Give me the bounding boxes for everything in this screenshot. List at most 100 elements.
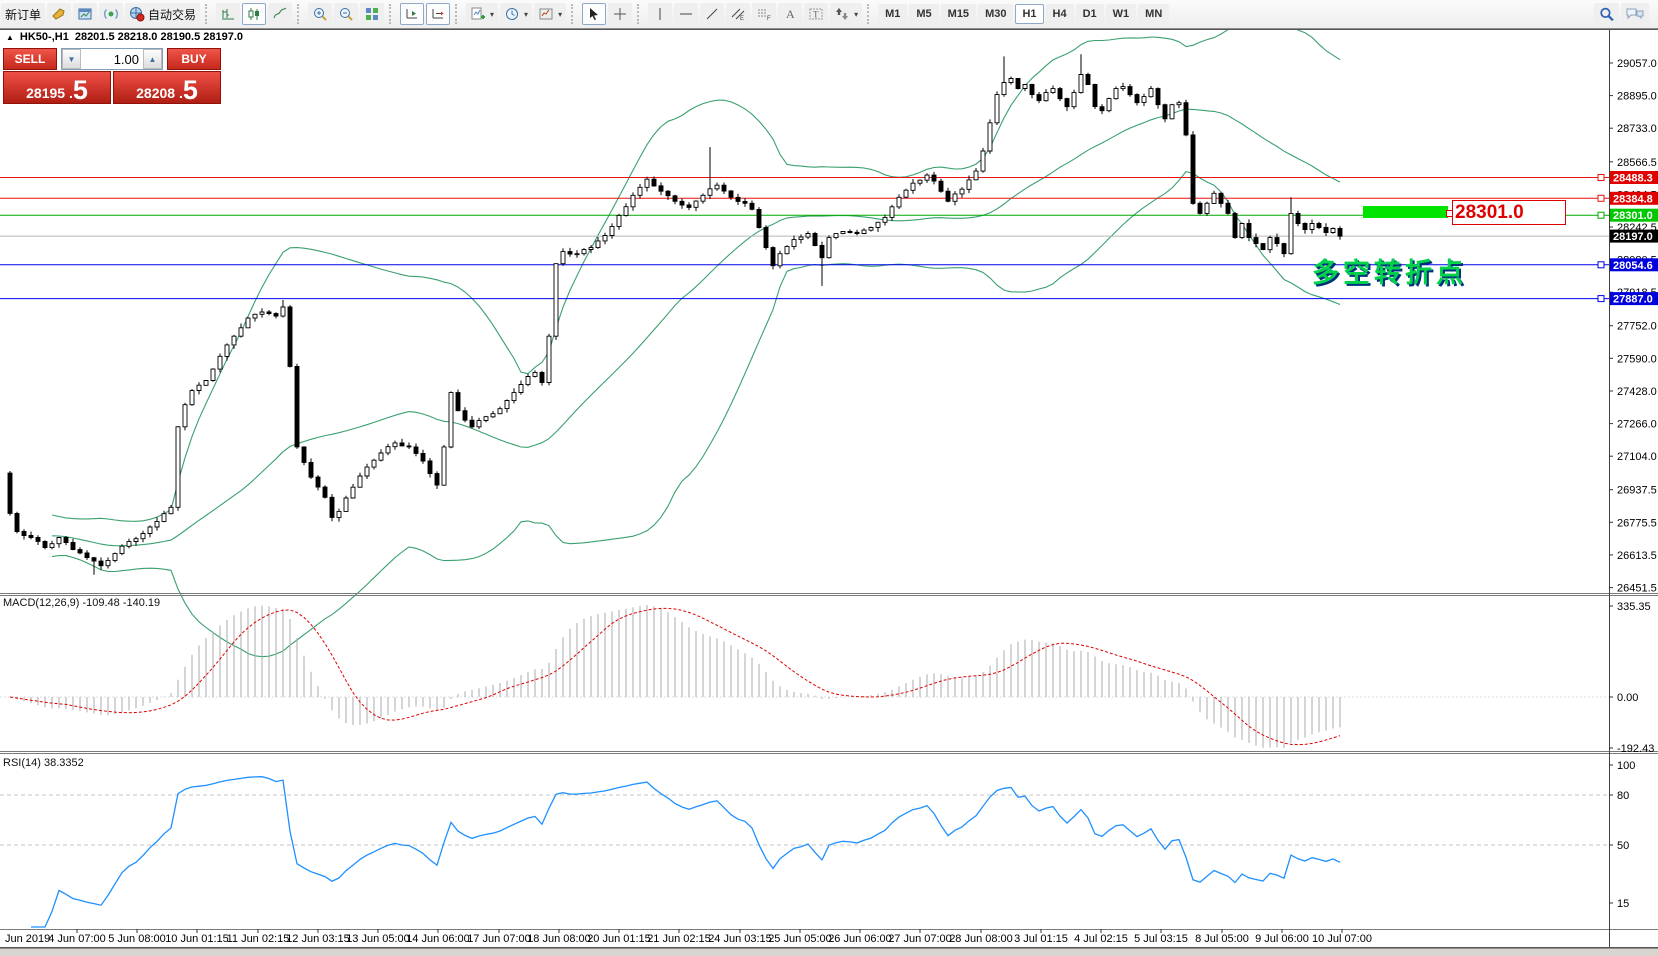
zoom-out-button[interactable] xyxy=(334,3,359,25)
volume-input[interactable]: 1.00 xyxy=(113,51,139,67)
horizontal-line-tool-button[interactable] xyxy=(674,3,699,25)
timeframe-m15-button[interactable]: M15 xyxy=(940,4,977,24)
macd-indicator-label: MACD(12,26,9) -109.48 -140.19 xyxy=(3,597,161,609)
search-button[interactable] xyxy=(1594,3,1619,25)
time-tick-label: 25 Jun 05:00 xyxy=(768,933,832,945)
tile-windows-button[interactable] xyxy=(360,3,385,25)
text-tool-button[interactable]: A xyxy=(778,3,803,25)
templates-button[interactable]: ▾ xyxy=(534,3,567,25)
quick-trade-button[interactable] xyxy=(47,3,72,25)
level-handle[interactable] xyxy=(1597,261,1605,269)
timeframe-mn-button[interactable]: MN xyxy=(1138,4,1170,24)
periods-button[interactable]: ▾ xyxy=(500,3,533,25)
candlestick-mode-button[interactable] xyxy=(242,3,267,25)
toolbar-grip xyxy=(867,4,875,24)
fibonacci-icon: F xyxy=(758,9,771,22)
macd-tick-label: 335.35 xyxy=(1617,601,1651,613)
price-tick-label: 29057.0 xyxy=(1617,58,1657,70)
timeframe-group: M1 M5 M15 M30 H1 H4 D1 W1 MN xyxy=(877,4,1170,24)
zoom-in-icon xyxy=(314,8,327,21)
cursor-tool-button[interactable] xyxy=(582,3,607,25)
toolbar-grip xyxy=(455,4,463,24)
dropdown-arrow-icon: ▾ xyxy=(524,9,529,19)
timeframe-h4-button[interactable]: H4 xyxy=(1045,4,1074,24)
sell-price-box[interactable]: 28195 . 5 xyxy=(3,71,111,104)
auto-scroll-icon xyxy=(406,9,418,19)
timeframe-w1-button[interactable]: W1 xyxy=(1105,4,1137,24)
bar-chart-mode-button[interactable] xyxy=(216,3,241,25)
level-handle[interactable] xyxy=(1597,194,1605,202)
current-price-label-text: 28197.0 xyxy=(1613,231,1653,243)
zoom-out-icon xyxy=(340,8,353,21)
arrows-tool-button[interactable]: ▾ xyxy=(830,3,863,25)
buy-button[interactable]: BUY xyxy=(167,48,221,70)
time-tick-label: 27 Jun 07:00 xyxy=(888,933,952,945)
new-chart-button[interactable] xyxy=(73,3,98,25)
rsi-tick-label: 80 xyxy=(1617,790,1629,802)
timeframe-m30-button[interactable]: M30 xyxy=(978,4,1014,24)
timeframe-m1-button[interactable]: M1 xyxy=(878,4,908,24)
callout-price-text: 28301.0 xyxy=(1455,201,1524,223)
auto-scroll-button[interactable] xyxy=(400,3,425,25)
time-tick-label: 12 Jun 03:15 xyxy=(286,933,350,945)
vertical-line-tool-button[interactable] xyxy=(648,3,673,25)
time-tick-label: 4 Jun 07:00 xyxy=(48,933,106,945)
volume-increase-button[interactable]: ▲ xyxy=(143,49,162,69)
svg-text:F: F xyxy=(767,16,771,22)
rsi-tick-label: 15 xyxy=(1617,898,1629,910)
turning-point-annotation[interactable]: 多空转折点 xyxy=(1312,258,1467,288)
chart-shift-button[interactable] xyxy=(426,3,451,25)
crosshair-tool-button[interactable] xyxy=(608,3,633,25)
sell-button[interactable]: SELL xyxy=(3,48,57,70)
trendline-tool-button[interactable] xyxy=(700,3,725,25)
level-handle[interactable] xyxy=(1597,211,1605,219)
green-highlight-rectangle[interactable] xyxy=(1363,206,1448,218)
callout-handle[interactable] xyxy=(1446,210,1453,217)
toolbar-grip xyxy=(571,4,579,24)
trendline-icon xyxy=(706,8,718,20)
timeframe-d1-button[interactable]: D1 xyxy=(1075,4,1104,24)
signals-button[interactable] xyxy=(99,3,124,25)
auto-trading-button[interactable]: 自动交易 xyxy=(125,3,201,25)
symbol-period-label: HK50-,H1 xyxy=(19,31,69,43)
cursor-icon xyxy=(590,8,599,20)
text-label-tool-button[interactable]: T xyxy=(804,3,829,25)
buy-price-box[interactable]: 28208 . 5 xyxy=(113,71,221,104)
timeframe-m5-button[interactable]: M5 xyxy=(909,4,939,24)
level-handle[interactable] xyxy=(1597,295,1605,303)
time-tick-label: 9 Jul 06:00 xyxy=(1255,933,1309,945)
timeframe-h1-button[interactable]: H1 xyxy=(1015,4,1044,24)
clock-icon xyxy=(506,8,519,20)
level-price-label xyxy=(1610,191,1658,205)
horizontal-line-icon xyxy=(680,13,693,15)
dropdown-arrow-icon: ▾ xyxy=(854,9,859,19)
new-order-button[interactable]: 新订单 xyxy=(1,3,46,25)
price-tick-label: 26451.5 xyxy=(1617,583,1657,595)
template-icon xyxy=(539,8,553,20)
time-tick-label: 14 Jun 06:00 xyxy=(406,933,470,945)
vertical-line-icon xyxy=(659,8,661,20)
time-tick-label: 5 Jun 08:00 xyxy=(108,933,166,945)
chat-button[interactable] xyxy=(1621,3,1649,25)
price-callout-box[interactable]: 28301.0 xyxy=(1446,200,1566,225)
dropdown-arrow-icon: ▾ xyxy=(490,9,495,19)
fibonacci-tool-button[interactable]: F xyxy=(752,3,777,25)
level-price-label-text: 28054.6 xyxy=(1613,260,1653,272)
zoom-in-button[interactable] xyxy=(308,3,333,25)
toolbar-grip xyxy=(297,4,305,24)
search-icon xyxy=(1600,7,1614,21)
level-handle[interactable] xyxy=(1597,174,1605,181)
line-chart-mode-button[interactable] xyxy=(268,3,293,25)
macd-tick-label: -192.43 xyxy=(1617,743,1654,755)
volume-decrease-button[interactable]: ▼ xyxy=(62,49,81,69)
arrows-icon xyxy=(836,8,849,20)
indicators-button[interactable]: ▾ xyxy=(466,3,499,25)
channel-tool-button[interactable]: E xyxy=(726,3,751,25)
macd-signal-line xyxy=(9,607,1341,746)
level-price-label-text: 28488.3 xyxy=(1613,173,1653,185)
macd-tick-label: 0.00 xyxy=(1617,692,1638,704)
chart-title: ▲ HK50-,H1 28201.5 28218.0 28190.5 28197… xyxy=(6,31,243,43)
collapse-triangle-icon[interactable]: ▲ xyxy=(6,32,14,42)
